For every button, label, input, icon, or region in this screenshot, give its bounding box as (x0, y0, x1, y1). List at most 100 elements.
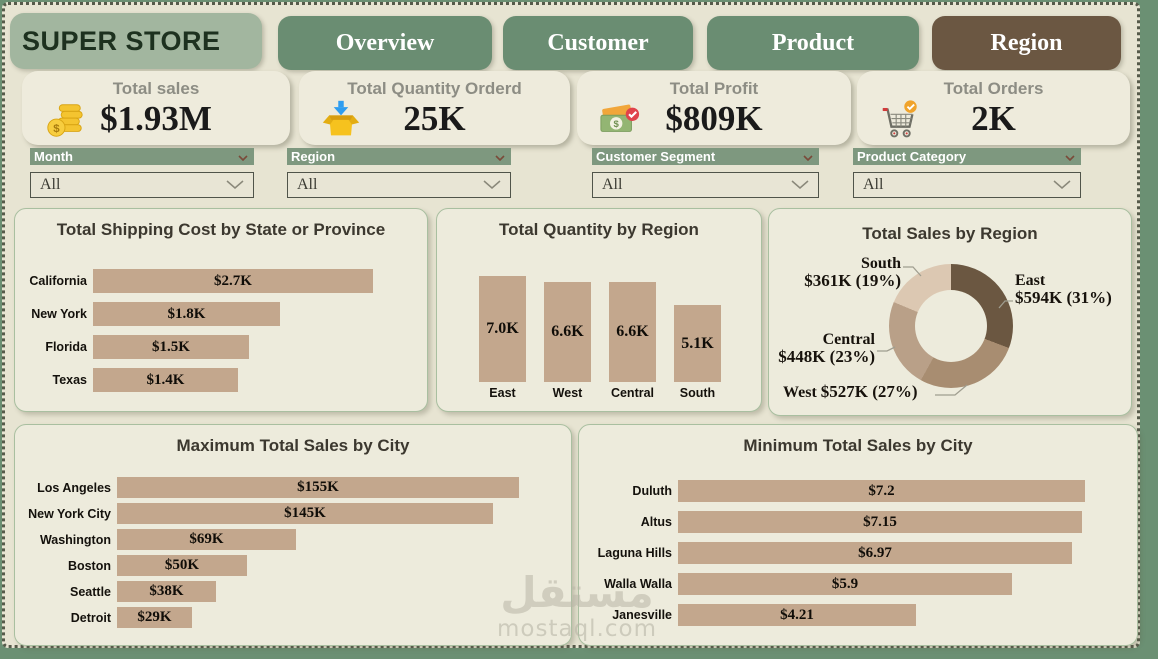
kpi-value: 2K (971, 99, 1016, 138)
value-label: $1.8K (167, 305, 206, 322)
filter-label: Month (34, 149, 73, 164)
filter-dropdown-region[interactable]: All (287, 172, 511, 198)
category-label: Duluth (632, 484, 672, 498)
bar-washington[interactable]: $69K (117, 529, 296, 550)
maximum-sales-bar-chart: Los Angeles $155K New York City $145K Washin… (27, 477, 561, 633)
category-label: New York City (28, 506, 111, 521)
column-west: 6.6K West (544, 282, 591, 402)
quantity-column-chart: 7.0K East 6.6K West 6.6K Central 5.1K South (479, 209, 721, 402)
donut-label-west: West $527K (27%) (783, 382, 918, 401)
bar-los-angeles[interactable]: $155K (117, 477, 519, 498)
sales-by-region-chart-card: Total Sales by Region South $361K (19%) … (768, 208, 1132, 416)
sales-by-region-donut[interactable] (889, 264, 1013, 388)
bar-row: Altus $7.15 (591, 511, 1127, 533)
chart-title: Total Quantity by Region (499, 220, 699, 239)
filter-dropdown-customer-segment[interactable]: All (592, 172, 819, 198)
bar-florida[interactable]: $1.5K (93, 335, 249, 359)
chevron-down-icon (495, 149, 505, 164)
bar-row: Duluth $7.2 (591, 480, 1127, 502)
filter-dropdown-month[interactable]: All (30, 172, 254, 198)
column-central: 6.6K Central (609, 282, 656, 402)
filter-region: Region All (287, 148, 511, 198)
kpi-card-total-quantity: Total Quantity Orderd 25K (299, 71, 570, 145)
bar-altus[interactable]: $7.15 (678, 511, 1082, 533)
category-label: Los Angeles (37, 480, 111, 495)
filter-month: Month All (30, 148, 254, 198)
filter-value: All (602, 176, 623, 193)
tab-overview[interactable]: Overview (278, 16, 492, 70)
value-label: 7.0K (486, 320, 519, 337)
value-label: $155K (297, 479, 339, 495)
kpi-title: Total Orders (943, 79, 1044, 98)
category-label: Detroit (70, 610, 111, 625)
filter-header-product-category[interactable]: Product Category (853, 148, 1081, 165)
coins-icon: $ (44, 99, 86, 141)
filter-header-region[interactable]: Region (287, 148, 511, 165)
chart-title: Total Shipping Cost by State or Province (56, 220, 386, 239)
filter-value: All (863, 176, 884, 193)
filter-dropdown-product-category[interactable]: All (853, 172, 1081, 198)
bar-row: Los Angeles $155K (27, 477, 561, 498)
filter-header-customer-segment[interactable]: Customer Segment (592, 148, 819, 165)
minimum-sales-chart-card: Minimum Total Sales by City Duluth $7.2 Al… (578, 424, 1138, 646)
value-label: $145K (284, 505, 326, 521)
bar-boston[interactable]: $50K (117, 555, 247, 576)
chevron-down-icon (803, 149, 813, 164)
value-label: $69K (189, 531, 224, 547)
category-label: Central (610, 386, 655, 400)
column-east: 7.0K East (479, 276, 526, 402)
category-label: Janesville (612, 608, 672, 622)
bar-detroit[interactable]: $29K (117, 607, 192, 628)
filter-label: Customer Segment (596, 149, 716, 164)
chart-title: Minimum Total Sales by City (743, 436, 973, 455)
bar-central[interactable]: 6.6K (609, 282, 656, 382)
brand-button[interactable]: SUPER STORE (10, 13, 262, 69)
value-label: $4.21 (780, 606, 814, 623)
bar-laguna-hills[interactable]: $6.97 (678, 542, 1072, 564)
bar-seattle[interactable]: $38K (117, 581, 216, 602)
category-label: West (552, 386, 583, 400)
value-label: $29K (137, 609, 172, 625)
bar-row: Texas $1.4K (27, 368, 417, 392)
bar-south[interactable]: 5.1K (674, 305, 721, 382)
maximum-sales-chart-card: Maximum Total Sales by City Los Angeles $… (14, 424, 572, 646)
bar-west[interactable]: 6.6K (544, 282, 591, 382)
filter-customer-segment: Customer Segment All (592, 148, 819, 198)
kpi-card-total-orders: Total Orders 2K (857, 71, 1130, 145)
bar-new-york[interactable]: $1.8K (93, 302, 280, 326)
bar-row: Seattle $38K (27, 581, 561, 602)
filter-value: All (40, 176, 61, 193)
bar-walla-walla[interactable]: $5.9 (678, 573, 1012, 595)
category-label: Boston (67, 558, 111, 573)
chevron-down-icon (1053, 176, 1071, 194)
value-label: $38K (149, 583, 184, 599)
chart-title: Total Sales by Region (862, 224, 1038, 243)
category-label: California (29, 274, 87, 288)
category-label: Florida (45, 340, 87, 354)
bar-row: Laguna Hills $6.97 (591, 542, 1127, 564)
filter-value: All (297, 176, 318, 193)
value-label: 6.6K (551, 323, 584, 340)
bar-row: Janesville $4.21 (591, 604, 1127, 626)
filter-header-month[interactable]: Month (30, 148, 254, 165)
bar-row: Boston $50K (27, 555, 561, 576)
tab-region[interactable]: Region (932, 16, 1121, 70)
tab-customer[interactable]: Customer (503, 16, 693, 70)
chevron-down-icon (226, 176, 244, 194)
chevron-down-icon (1065, 149, 1075, 164)
bar-janesville[interactable]: $4.21 (678, 604, 916, 626)
category-label: Laguna Hills (597, 546, 672, 560)
bar-texas[interactable]: $1.4K (93, 368, 238, 392)
bar-california[interactable]: $2.7K (93, 269, 373, 293)
category-label: South (679, 386, 716, 400)
quantity-by-region-chart-card: Total Quantity by Region 7.0K East 6.6K Wes… (436, 208, 762, 412)
value-label: $7.2 (868, 482, 895, 499)
bar-east[interactable]: 7.0K (479, 276, 526, 382)
bar-row: Walla Walla $5.9 (591, 573, 1127, 595)
bar-duluth[interactable]: $7.2 (678, 480, 1085, 502)
tab-product[interactable]: Product (707, 16, 919, 70)
category-label: Altus (640, 515, 672, 529)
value-label: $50K (164, 557, 200, 573)
bar-new-york-city[interactable]: $145K (117, 503, 493, 524)
box-icon (321, 99, 363, 141)
